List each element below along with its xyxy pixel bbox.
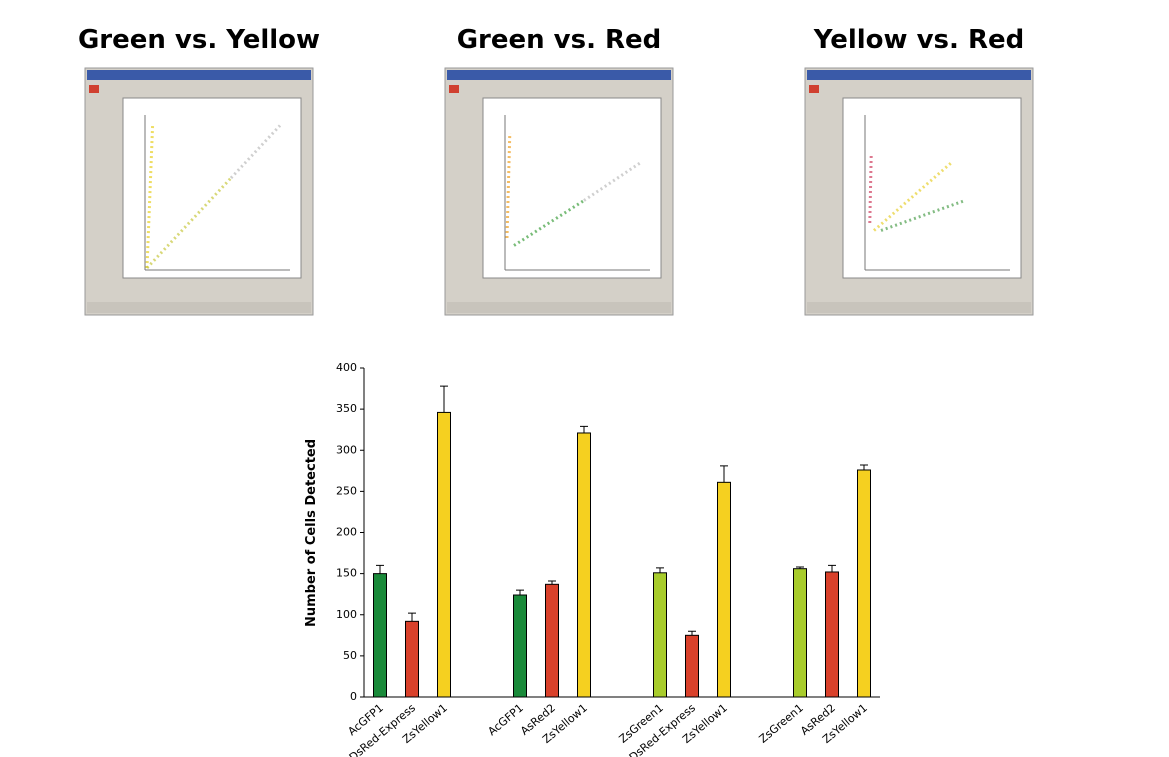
y-tick-label: 250 <box>336 484 357 497</box>
window-titlebar <box>807 70 1031 80</box>
screenshots <box>85 68 1033 315</box>
y-tick-label: 400 <box>336 361 357 374</box>
bar <box>438 412 451 697</box>
error-bar <box>688 631 696 635</box>
screenshot <box>805 68 1033 315</box>
bar <box>406 621 419 697</box>
error-bar <box>408 613 416 621</box>
toolbar-icon <box>89 85 99 93</box>
panel-title: Yellow vs. Red <box>813 25 1024 55</box>
x-tick-label: ZsGreen1 <box>757 701 806 745</box>
y-tick-label: 350 <box>336 402 357 415</box>
bar <box>546 584 559 697</box>
error-bar <box>376 565 384 573</box>
y-tick-label: 150 <box>336 567 357 580</box>
bar <box>374 574 387 697</box>
y-tick-label: 50 <box>343 649 357 662</box>
bar <box>514 595 527 697</box>
panel-title: Green vs. Red <box>457 25 662 55</box>
window-titlebar <box>447 70 671 80</box>
error-bar <box>516 590 524 595</box>
error-bar <box>828 565 836 572</box>
bar <box>686 635 699 697</box>
error-bar <box>720 466 728 482</box>
status-bar <box>447 302 671 313</box>
bar <box>858 470 871 697</box>
panel-title: Green vs. Yellow <box>78 25 320 55</box>
y-tick-label: 0 <box>350 690 357 703</box>
error-bar <box>656 568 664 573</box>
page: Green vs. Yellow Green vs. Red Yellow vs… <box>0 0 1169 757</box>
bar <box>826 572 839 697</box>
plot-area <box>843 98 1021 278</box>
status-bar <box>87 302 311 313</box>
toolbar-icon <box>449 85 459 93</box>
bar <box>718 482 731 697</box>
toolbar-icon <box>809 85 819 93</box>
bar <box>794 569 807 697</box>
status-bar <box>807 302 1031 313</box>
y-tick-label: 300 <box>336 443 357 456</box>
y-tick-label: 200 <box>336 526 357 539</box>
error-bar <box>580 426 588 433</box>
screenshot <box>85 68 313 315</box>
y-axis-label: Number of Cells Detected <box>304 439 319 627</box>
x-tick-label: AcGFP1 <box>485 701 525 738</box>
y-tick-label: 100 <box>336 608 357 621</box>
error-bar <box>860 465 868 470</box>
screenshot <box>445 68 673 315</box>
figure: Green vs. Yellow Green vs. Red Yellow vs… <box>0 0 1169 757</box>
error-bar <box>440 386 448 412</box>
bar <box>654 573 667 697</box>
bar <box>578 433 591 697</box>
window-titlebar <box>87 70 311 80</box>
